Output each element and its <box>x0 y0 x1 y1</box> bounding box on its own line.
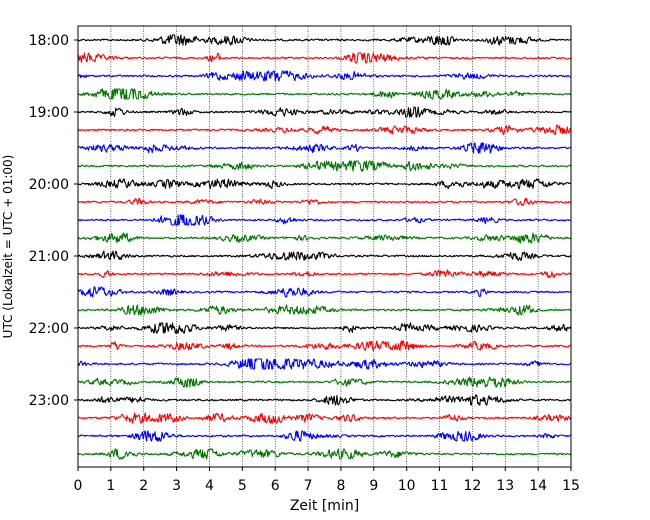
y-tick-label: 23:00 <box>29 393 69 409</box>
trace-row-9 <box>77 178 572 190</box>
trace-row-24 <box>77 448 572 460</box>
trace-row-4 <box>77 88 572 100</box>
y-tick-label: 20:00 <box>29 177 69 193</box>
x-tick-label: 8 <box>336 478 345 494</box>
trace-row-21 <box>77 394 571 406</box>
trace-row-6 <box>77 124 572 136</box>
trace-row-22 <box>77 412 572 424</box>
x-tick-label: 2 <box>139 478 148 494</box>
trace-row-17 <box>77 322 572 334</box>
trace-row-1 <box>77 34 571 46</box>
trace-row-8 <box>77 160 572 172</box>
x-tick-label: 3 <box>172 478 181 494</box>
y-tick-label: 22:00 <box>29 321 69 337</box>
x-tick-label: 11 <box>431 478 449 494</box>
seismic-traces <box>77 34 572 460</box>
grid-lines <box>110 26 539 467</box>
x-tick-label: 4 <box>205 478 214 494</box>
x-tick-label: 7 <box>304 478 313 494</box>
y-tick-label: 18:00 <box>29 33 69 49</box>
x-tick-label: 6 <box>271 478 280 494</box>
trace-row-2 <box>77 52 572 64</box>
trace-row-15 <box>77 286 572 298</box>
trace-row-20 <box>77 376 571 388</box>
x-tick-label: 14 <box>529 478 547 494</box>
y-axis-label: UTC (Lokalzeit = UTC + 01:00) <box>1 155 15 339</box>
trace-row-18 <box>77 340 572 352</box>
trace-row-19 <box>77 358 571 370</box>
trace-row-13 <box>77 250 572 261</box>
x-tick-label: 5 <box>238 478 247 494</box>
trace-row-7 <box>77 142 572 154</box>
trace-row-12 <box>77 232 572 244</box>
trace-row-3 <box>77 70 571 82</box>
trace-row-14 <box>77 269 572 279</box>
y-tick-label: 21:00 <box>29 249 69 265</box>
x-tick-label: 15 <box>562 478 580 494</box>
x-tick-label: 0 <box>74 478 83 494</box>
trace-row-10 <box>77 197 571 206</box>
trace-row-16 <box>77 304 572 316</box>
trace-row-5 <box>77 106 572 118</box>
trace-row-11 <box>77 214 571 226</box>
trace-row-23 <box>77 430 572 442</box>
x-tick-label: 13 <box>496 478 514 494</box>
y-tick-label: 19:00 <box>29 105 69 121</box>
x-axis-ticks: 0 1 2 3 4 5 6 7 8 9 10 11 12 13 14 15 <box>74 467 580 494</box>
x-tick-label: 1 <box>106 478 115 494</box>
x-tick-label: 9 <box>369 478 378 494</box>
plot-frame <box>77 25 572 468</box>
x-axis-label: Zeit [min] <box>290 498 359 514</box>
x-tick-label: 10 <box>398 478 416 494</box>
y-axis-ticks: 18:00 19:00 20:00 21:00 22:00 23:00 <box>29 33 78 409</box>
x-tick-label: 12 <box>463 478 481 494</box>
